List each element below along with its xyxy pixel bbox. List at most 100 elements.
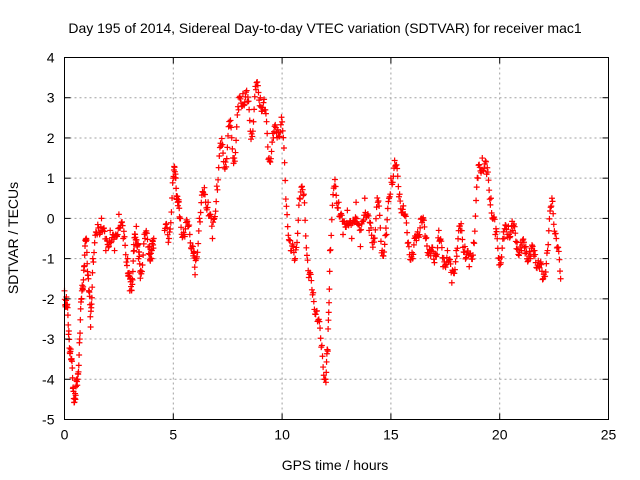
data-point bbox=[135, 241, 142, 248]
data-point bbox=[376, 212, 383, 219]
data-point bbox=[185, 223, 192, 230]
data-point bbox=[474, 175, 481, 182]
data-point bbox=[446, 256, 453, 263]
data-point bbox=[91, 249, 98, 256]
data-point bbox=[144, 236, 151, 243]
data-point bbox=[254, 78, 261, 85]
data-point bbox=[130, 258, 137, 265]
data-point bbox=[352, 214, 359, 221]
data-point bbox=[290, 243, 297, 250]
data-point bbox=[403, 219, 410, 226]
data-point bbox=[451, 266, 458, 273]
data-point bbox=[87, 313, 94, 320]
data-point bbox=[502, 222, 509, 229]
data-point bbox=[123, 262, 130, 269]
data-point bbox=[472, 213, 479, 220]
x-axis-label: GPS time / hours bbox=[282, 457, 389, 473]
data-point bbox=[111, 247, 118, 254]
data-point bbox=[119, 222, 126, 229]
data-point bbox=[222, 159, 229, 166]
data-point bbox=[224, 144, 231, 151]
data-point bbox=[547, 208, 554, 215]
data-point bbox=[317, 325, 324, 332]
data-point bbox=[453, 253, 460, 260]
data-point bbox=[80, 283, 87, 290]
data-point bbox=[438, 238, 445, 245]
data-point bbox=[348, 235, 355, 242]
data-point bbox=[239, 90, 246, 97]
data-point bbox=[244, 94, 251, 101]
x-tick-label: 25 bbox=[601, 427, 617, 443]
data-point bbox=[495, 254, 502, 261]
data-point bbox=[473, 184, 480, 191]
y-tick-label: 3 bbox=[47, 90, 55, 106]
data-point bbox=[191, 264, 198, 271]
data-point bbox=[75, 368, 82, 375]
data-point bbox=[211, 213, 218, 220]
data-point bbox=[376, 203, 383, 210]
data-point bbox=[257, 94, 264, 101]
data-point bbox=[527, 255, 534, 262]
data-point bbox=[138, 268, 145, 275]
data-point bbox=[385, 198, 392, 205]
data-point bbox=[302, 217, 309, 224]
data-point bbox=[278, 114, 285, 121]
data-point bbox=[448, 279, 455, 286]
data-point bbox=[350, 217, 357, 224]
data-point bbox=[326, 286, 333, 293]
data-point bbox=[368, 232, 375, 239]
data-point bbox=[374, 199, 381, 206]
data-point bbox=[391, 157, 398, 164]
data-point bbox=[215, 164, 222, 171]
y-tick-label: -5 bbox=[42, 412, 55, 428]
data-point bbox=[246, 117, 253, 124]
data-point bbox=[372, 226, 379, 233]
data-point bbox=[77, 316, 84, 323]
data-point bbox=[400, 202, 407, 209]
data-point bbox=[482, 158, 489, 165]
data-point bbox=[410, 251, 417, 258]
data-point bbox=[139, 262, 146, 269]
data-point bbox=[228, 124, 235, 131]
data-point bbox=[365, 212, 372, 219]
data-point bbox=[319, 353, 326, 360]
data-point bbox=[452, 258, 459, 265]
data-point bbox=[471, 240, 478, 247]
data-point bbox=[282, 177, 289, 184]
data-point bbox=[255, 89, 262, 96]
data-point bbox=[361, 195, 368, 202]
data-point bbox=[486, 196, 493, 203]
data-point bbox=[194, 249, 201, 256]
data-point bbox=[128, 287, 135, 294]
data-point bbox=[313, 307, 320, 314]
plot-frame bbox=[64, 57, 609, 420]
data-point bbox=[371, 239, 378, 246]
data-point bbox=[115, 211, 122, 218]
data-point bbox=[544, 247, 551, 254]
data-point bbox=[195, 227, 202, 234]
data-point bbox=[165, 239, 172, 246]
data-point bbox=[377, 238, 384, 245]
data-point bbox=[555, 248, 562, 255]
data-point bbox=[371, 235, 378, 242]
data-point bbox=[431, 259, 438, 266]
data-point bbox=[549, 198, 556, 205]
data-point bbox=[64, 312, 71, 319]
data-point bbox=[250, 118, 257, 125]
data-point bbox=[484, 169, 491, 176]
data-point bbox=[513, 245, 520, 252]
data-point bbox=[214, 186, 221, 193]
data-point bbox=[89, 255, 96, 262]
data-point bbox=[174, 193, 181, 200]
x-tick-label: 0 bbox=[61, 427, 69, 443]
data-point bbox=[529, 243, 536, 250]
data-point bbox=[384, 205, 391, 212]
data-point bbox=[415, 234, 422, 241]
data-point bbox=[437, 236, 444, 243]
data-point bbox=[503, 226, 510, 233]
data-point bbox=[423, 243, 430, 250]
data-point bbox=[353, 215, 360, 222]
data-point bbox=[249, 133, 256, 140]
data-point bbox=[303, 252, 310, 259]
y-tick-label: 4 bbox=[47, 50, 55, 66]
